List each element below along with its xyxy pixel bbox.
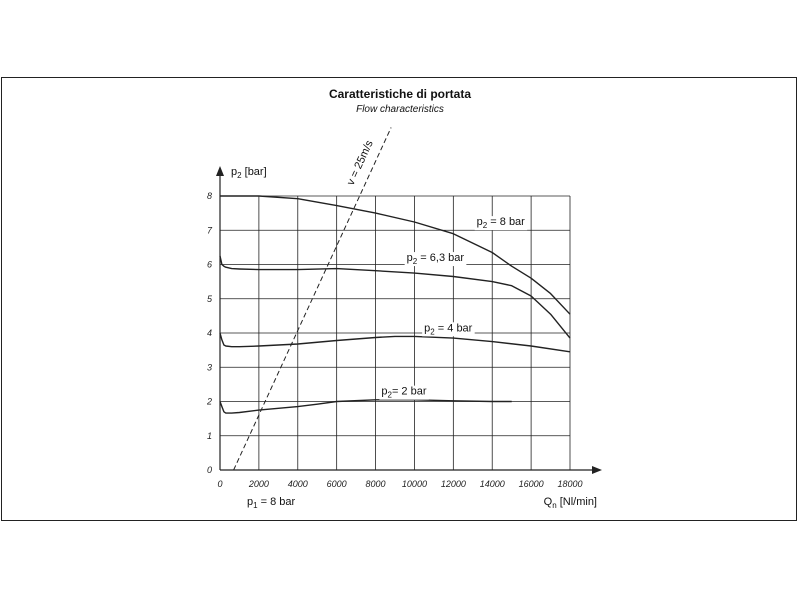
- axes: 0 2000 4000 6000 8000 10000 12000 14000 16000 180…: [206, 166, 602, 510]
- chart-title: Caratteristiche di portata: [328, 87, 472, 101]
- x-tick-label: 16000: [519, 479, 544, 489]
- y-tick-label: 6: [207, 260, 212, 270]
- series-label-bg: [474, 216, 528, 231]
- x-tick-label: 8000: [366, 479, 386, 489]
- series-line-2: [219, 255, 571, 339]
- series-label-4: p2= 2 bar: [381, 386, 426, 400]
- x-tick-label: 2000: [248, 479, 269, 489]
- x-tick-label: 4000: [288, 479, 308, 489]
- series-label-3: p2 = 4 bar: [424, 322, 473, 336]
- inlet-pressure-label: p1 = 8 bar: [247, 496, 296, 510]
- series-line-1: [220, 195, 571, 315]
- series-line-4: [219, 399, 512, 414]
- y-tick-label: 8: [207, 191, 212, 201]
- series-line-3: [219, 332, 571, 353]
- y-tick-label: 3: [207, 362, 212, 372]
- x-tick-label: 6000: [327, 479, 347, 489]
- velocity-label: v = 25m/s: [345, 138, 376, 187]
- series-label-1: p2 = 8 bar: [477, 216, 526, 230]
- y-tick-label: 4: [207, 328, 212, 338]
- x-axis-label: Qn [Nl/min]: [544, 496, 597, 510]
- y-tick-label: 2: [206, 397, 212, 407]
- series-label-2: p2 = 6,3 bar: [407, 252, 465, 266]
- x-tick-label: 0: [217, 479, 222, 489]
- y-tick-label: 5: [207, 294, 213, 304]
- x-tick-label: 18000: [557, 479, 582, 489]
- y-axis-label: p2 [bar]: [231, 166, 267, 180]
- series-group: [219, 195, 571, 414]
- series-label-bg: [422, 322, 475, 337]
- chart-subtitle: Flow characteristics: [356, 104, 444, 115]
- velocity-line: [233, 127, 392, 471]
- x-tick-label: 10000: [402, 479, 427, 489]
- y-tick-label: 7: [207, 225, 213, 235]
- labels-group: p2 = 8 bar p2 = 6,3 bar p2 = 4 bar p2= 2 ba…: [379, 216, 528, 400]
- y-axis-arrow: [216, 166, 224, 176]
- x-tick-label: 12000: [441, 479, 466, 489]
- series-label-bg: [379, 385, 429, 400]
- series-label-bg: [404, 252, 467, 267]
- x-axis-arrow: [592, 466, 602, 474]
- x-tick-label: 14000: [480, 479, 505, 489]
- y-tick-label: 0: [207, 465, 212, 475]
- y-tick-label: 1: [207, 431, 212, 441]
- grid: [220, 195, 571, 470]
